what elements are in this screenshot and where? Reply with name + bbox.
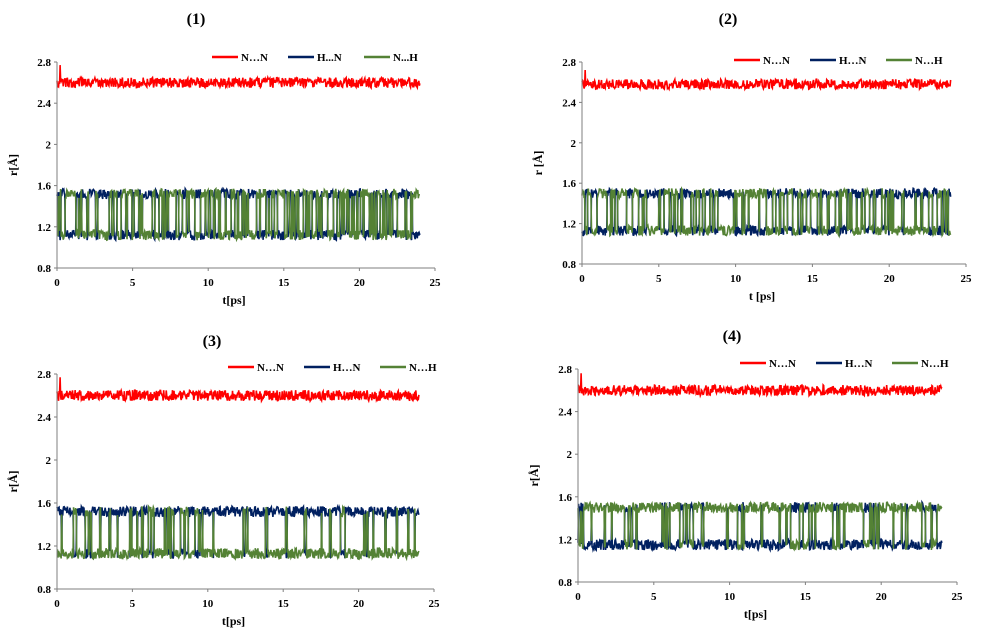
- x-tick-label: 0: [54, 277, 60, 289]
- x-tick-label: 25: [952, 591, 964, 603]
- legend-label-nh: N…H: [915, 55, 943, 67]
- legend-label-nn: N…N: [241, 52, 268, 64]
- panel-title: (1): [187, 11, 206, 28]
- x-tick-label: 15: [278, 598, 290, 610]
- x-tick-label: 5: [130, 277, 136, 289]
- series-line-nh: [577, 499, 943, 552]
- x-tick-label: 0: [575, 591, 581, 603]
- legend-label-hn: H…N: [333, 362, 361, 374]
- series-group: [577, 373, 943, 553]
- x-axis-title: t[ps]: [222, 293, 245, 307]
- series-line-nn: [581, 70, 952, 92]
- legend-label-hn: H...N: [317, 52, 342, 64]
- y-tick-label: 1.2: [37, 222, 51, 234]
- y-axis-title: r[Å]: [6, 471, 20, 493]
- y-tick-label: 0.8: [562, 259, 576, 271]
- x-tick-label: 20: [354, 277, 366, 289]
- legend-label-hn: H…N: [845, 358, 873, 370]
- y-tick-label: 2: [567, 449, 573, 461]
- x-tick-label: 10: [724, 591, 736, 603]
- y-tick-label: 0.8: [37, 584, 51, 596]
- legend: N…N H…N N…H: [228, 362, 437, 374]
- y-tick-label: 1.2: [562, 219, 576, 231]
- series-line-nh: [56, 504, 420, 562]
- series-line-nh: [56, 186, 421, 243]
- y-tick-label: 1.6: [37, 181, 51, 193]
- legend: N…N H…N N…H: [734, 55, 943, 67]
- series-line-nn: [56, 65, 421, 91]
- series-line-nn: [56, 377, 420, 404]
- y-tick-label: 1.2: [37, 541, 51, 553]
- y-tick-label: 2.8: [558, 364, 572, 376]
- x-tick-label: 25: [961, 273, 973, 285]
- x-tick-label: 20: [353, 598, 365, 610]
- legend-label-nh: N...H: [393, 52, 418, 64]
- y-tick-label: 1.6: [562, 178, 576, 190]
- chart-panel-2: (2) 0.8 1.2 1.6 2 2.4 2.8 0 5 10 15 20 25 t [ps] r [Å]…: [531, 11, 972, 303]
- y-tick-label: 2.8: [562, 57, 576, 69]
- y-tick-label: 2.4: [37, 98, 51, 110]
- x-tick-label: 20: [876, 591, 888, 603]
- series-group: [581, 70, 952, 239]
- y-tick-label: 2: [571, 138, 577, 150]
- legend-label-nh: N…H: [921, 358, 949, 370]
- panel-title: (4): [723, 328, 742, 345]
- panel-title: (3): [203, 333, 222, 350]
- series-line-nn: [577, 373, 943, 399]
- y-axis-title: r[Å]: [527, 465, 541, 487]
- x-tick-label: 5: [130, 598, 136, 610]
- x-tick-label: 20: [884, 273, 896, 285]
- legend: N…N H...N N...H: [212, 52, 418, 64]
- y-tick-label: 1.6: [37, 498, 51, 510]
- legend: N…N H…N N…H: [740, 358, 949, 370]
- y-tick-label: 2: [46, 455, 52, 467]
- y-tick-label: 2.4: [558, 407, 572, 419]
- legend-label-nh: N…H: [409, 362, 437, 374]
- series-group: [56, 65, 421, 243]
- legend-label-nn: N…N: [257, 362, 284, 374]
- x-tick-label: 5: [656, 273, 662, 285]
- legend-label-hn: H…N: [839, 55, 867, 67]
- x-tick-label: 10: [203, 277, 215, 289]
- series-line-nh: [581, 186, 952, 239]
- chart-panel-4: (4) 0.8 1.2 1.6 2 2.4 2.8 0 5 10 15 20 25 t[ps] r[Å] N……: [527, 328, 963, 621]
- y-axis-title: r[Å]: [6, 154, 20, 176]
- x-axis-title: t [ps]: [749, 289, 775, 303]
- y-axis-title: r [Å]: [531, 151, 545, 176]
- x-tick-label: 25: [429, 598, 441, 610]
- y-tick-label: 2: [46, 139, 52, 151]
- y-tick-label: 2.8: [37, 57, 51, 69]
- x-tick-label: 0: [579, 273, 585, 285]
- x-tick-label: 15: [278, 277, 290, 289]
- series-line-hn: [577, 499, 943, 553]
- x-tick-label: 10: [730, 273, 742, 285]
- y-tick-label: 0.8: [37, 263, 51, 275]
- y-tick-label: 2.4: [562, 97, 576, 109]
- x-axis-title: t[ps]: [744, 607, 767, 621]
- chart-panel-1: (1) 0.8 1.2 1.6 2 2.4 2.8 0 5 10 15 20 25 t[ps] r[Å] N……: [6, 11, 441, 307]
- x-tick-label: 0: [54, 598, 60, 610]
- x-tick-label: 25: [430, 277, 442, 289]
- y-tick-label: 1.6: [558, 492, 572, 504]
- x-tick-label: 15: [800, 591, 812, 603]
- x-axis-title: t[ps]: [222, 614, 245, 628]
- legend-label-nn: N…N: [769, 358, 796, 370]
- legend-label-nn: N…N: [763, 55, 790, 67]
- chart-panel-3: (3) 0.8 1.2 1.6 2 2.4 2.8 0 5 10 15 20 25 t[ps] r[Å] N……: [6, 333, 440, 628]
- x-tick-label: 15: [807, 273, 819, 285]
- y-tick-label: 2.8: [37, 369, 51, 381]
- y-tick-label: 0.8: [558, 577, 572, 589]
- y-tick-label: 2.4: [37, 412, 51, 424]
- panel-title: (2): [719, 11, 738, 28]
- y-tick-label: 1.2: [558, 534, 572, 546]
- x-tick-label: 10: [202, 598, 214, 610]
- series-group: [56, 377, 420, 562]
- x-tick-label: 5: [651, 591, 657, 603]
